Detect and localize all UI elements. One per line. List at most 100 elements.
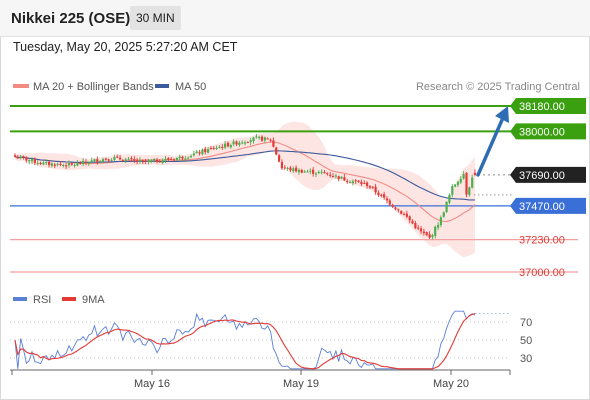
candle-body — [93, 159, 96, 162]
candle — [317, 170, 320, 175]
candle-body — [153, 159, 156, 161]
candle-body — [96, 159, 99, 162]
legend-rsi-swatch — [13, 297, 27, 301]
candle — [84, 159, 88, 166]
forecast-arrow-head — [495, 106, 509, 123]
candle — [130, 156, 133, 162]
rsi-tick-70: 70 — [520, 317, 532, 329]
candle — [408, 215, 411, 224]
candle-body — [232, 141, 235, 145]
candle — [67, 160, 71, 168]
candle-body — [13, 155, 17, 157]
candle — [445, 201, 448, 214]
interval-button[interactable]: 30 MIN — [130, 6, 181, 30]
candle — [383, 191, 386, 200]
candle-body — [104, 158, 107, 160]
candle-body — [150, 160, 153, 162]
candle — [428, 231, 431, 239]
candle — [394, 206, 397, 211]
candle — [28, 159, 31, 165]
candle — [144, 159, 147, 165]
candle-body — [226, 142, 230, 147]
time-axis: May 16 May 19 May 20 — [10, 369, 511, 390]
candle-body — [473, 172, 477, 175]
candle — [124, 157, 127, 164]
candle-body — [434, 226, 437, 236]
candle — [385, 195, 389, 204]
candle-body — [269, 139, 272, 141]
candle-body — [360, 182, 363, 185]
candle — [175, 157, 178, 161]
candle — [235, 140, 238, 147]
candle-body — [50, 163, 53, 166]
candle-body — [266, 138, 269, 140]
candle-body — [428, 234, 431, 238]
candle — [158, 159, 161, 163]
candle — [462, 171, 465, 180]
candle — [400, 210, 403, 215]
chart-datetime: Tuesday, May 20, 2025 5:27:20 AM CET — [13, 40, 238, 54]
legend-ma50-swatch — [155, 84, 169, 88]
candle — [238, 140, 241, 147]
candle — [215, 145, 218, 151]
level-label-38180.00: 38180.00 — [519, 101, 565, 113]
candle-body — [366, 182, 369, 186]
candle-body — [59, 163, 62, 165]
legend-rsi-ma-label: 9MA — [82, 294, 105, 306]
candle-body — [431, 235, 434, 238]
candle-body — [462, 173, 465, 179]
candle — [269, 138, 272, 143]
candle-body — [235, 141, 238, 145]
candle-body — [306, 171, 309, 173]
candle-body — [207, 149, 210, 153]
candle-body — [340, 176, 343, 179]
candle-body — [383, 194, 386, 198]
candle — [300, 168, 303, 174]
candle — [226, 141, 230, 148]
candle-body — [136, 160, 139, 162]
candle — [329, 171, 332, 178]
candle-body — [84, 161, 88, 163]
price-levels — [10, 105, 578, 273]
candle-body — [25, 157, 28, 161]
candle — [192, 150, 195, 157]
candle — [209, 145, 212, 150]
candle — [346, 179, 349, 184]
candle — [323, 170, 326, 174]
candle — [357, 180, 360, 183]
candle-body — [238, 142, 241, 145]
candle — [25, 156, 28, 163]
legend-rsi: RSI 9MA — [13, 294, 105, 306]
candle-body — [116, 156, 119, 158]
candle-body — [243, 142, 247, 144]
candle — [263, 136, 266, 143]
legend-ma50-label: MA 50 — [175, 81, 206, 93]
candle-body — [170, 159, 173, 160]
candle — [419, 226, 423, 235]
candle — [104, 157, 107, 161]
rsi-tick-50: 50 — [520, 335, 532, 347]
candle-body — [48, 161, 51, 165]
candle — [133, 156, 136, 164]
candle — [473, 169, 477, 177]
candle-body — [167, 158, 170, 160]
legend-rsi-ma-swatch — [62, 297, 76, 301]
candle — [334, 173, 337, 179]
candle-body — [172, 159, 176, 161]
candle-body — [158, 161, 161, 163]
level-tag-38180.00 — [510, 98, 586, 114]
bollinger-band-area — [15, 121, 475, 258]
candle — [351, 179, 354, 186]
candle-body — [107, 159, 110, 161]
candle — [459, 176, 462, 184]
candle-body — [312, 169, 315, 174]
candle-body — [349, 182, 352, 184]
candle — [280, 159, 283, 170]
candle-body — [286, 167, 289, 169]
candle — [266, 137, 269, 140]
candle — [36, 160, 39, 166]
legend-rsi-label: RSI — [33, 294, 51, 306]
candle — [79, 161, 82, 165]
candle-body — [133, 159, 136, 161]
candle — [368, 185, 371, 190]
